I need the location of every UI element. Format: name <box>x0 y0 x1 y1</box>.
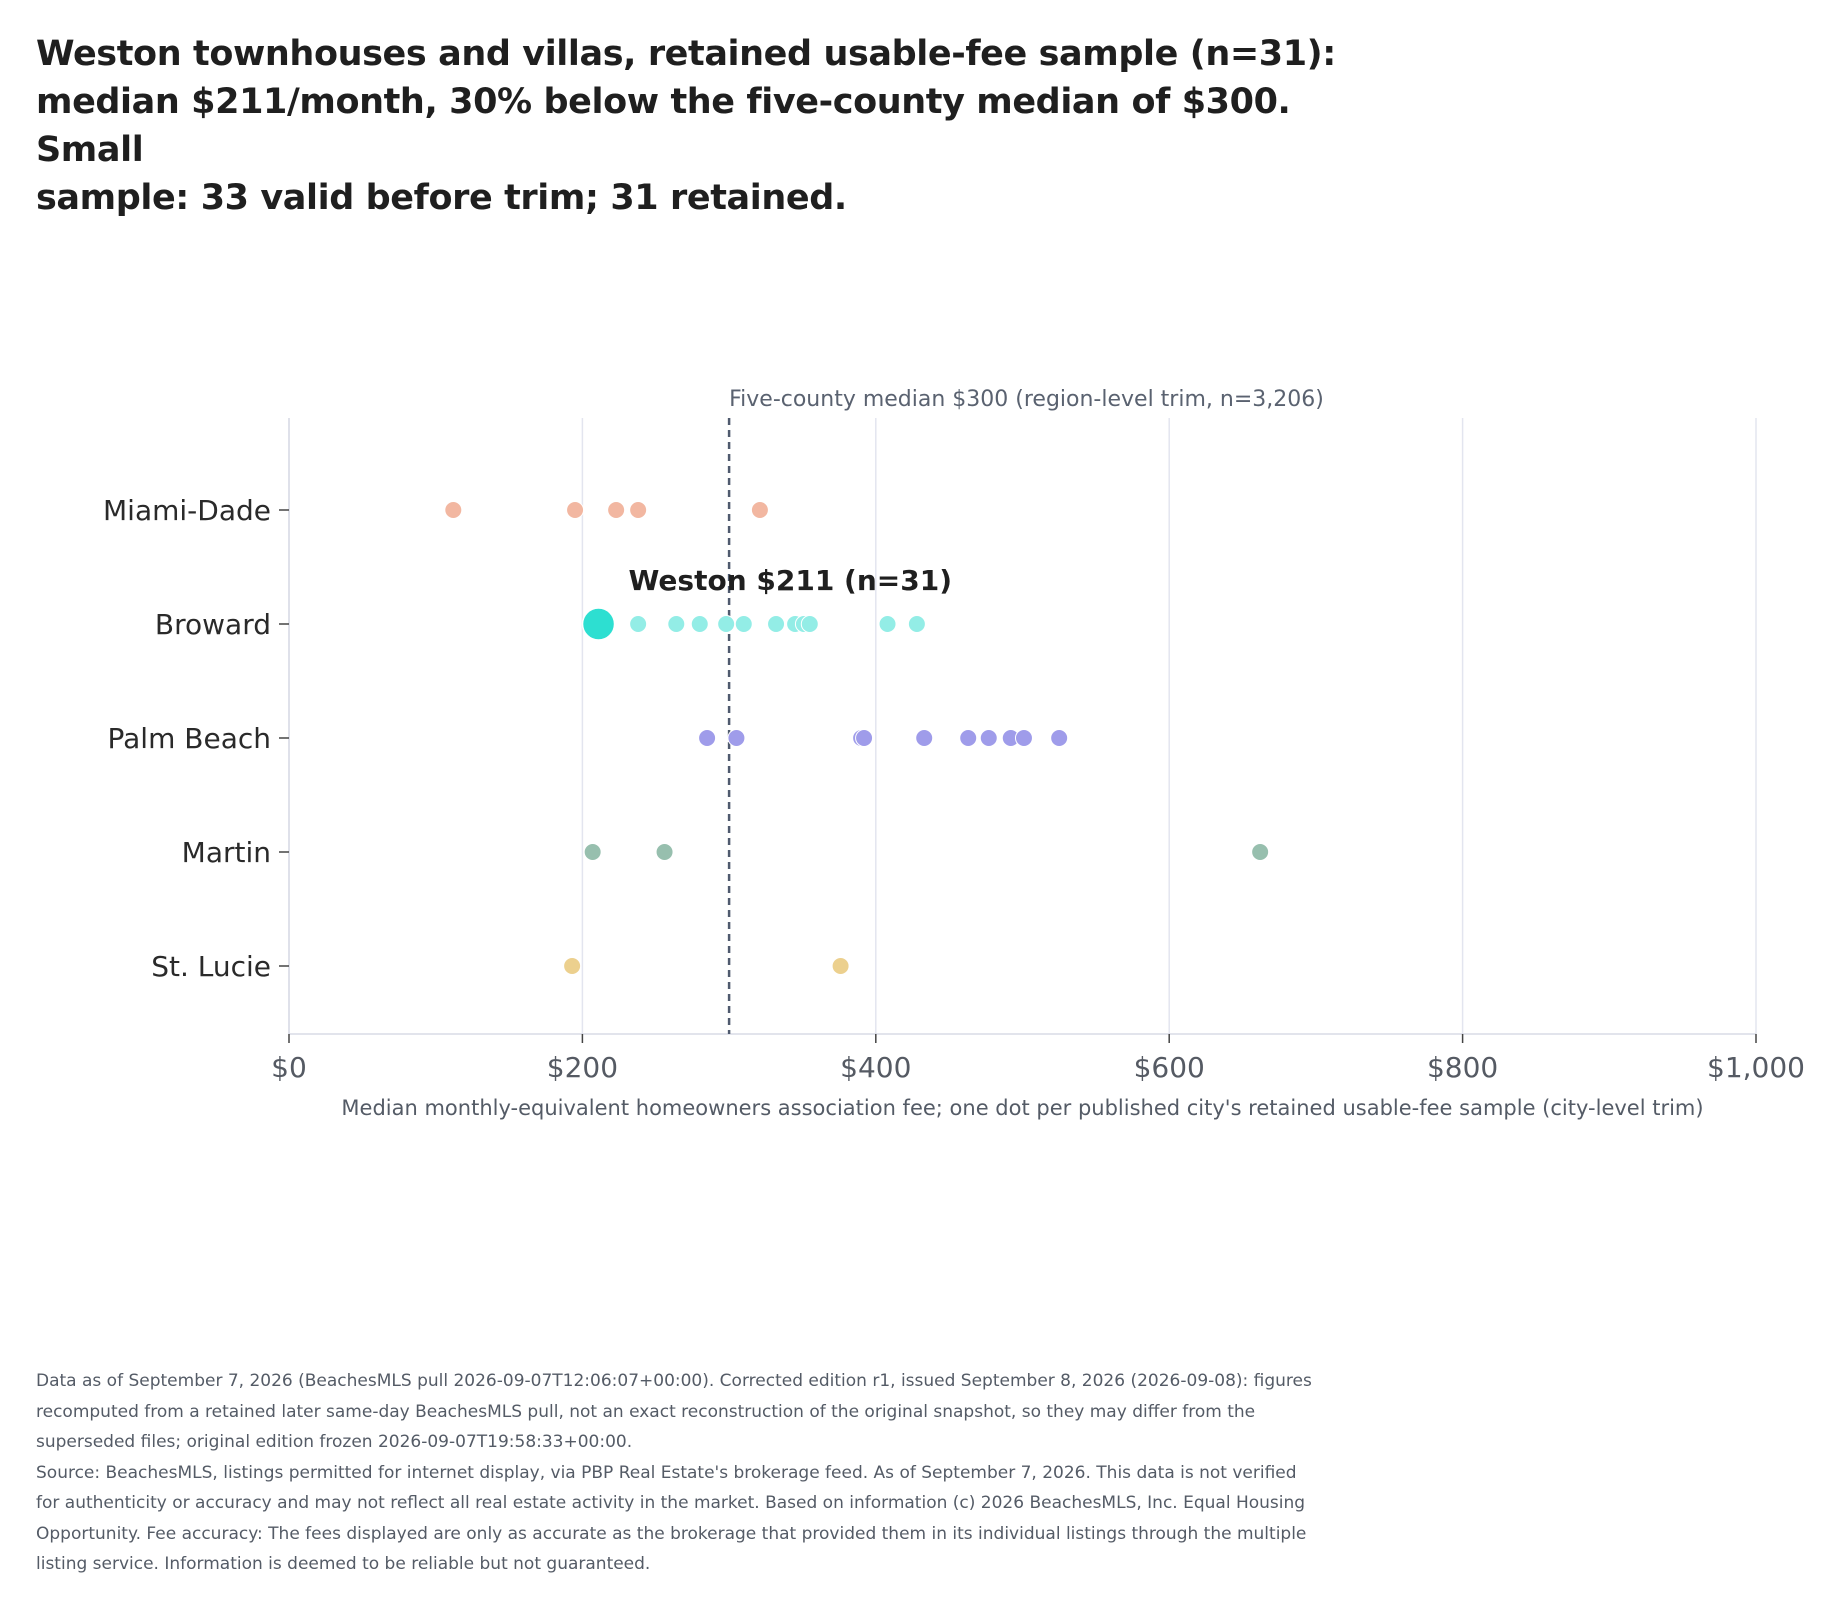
data-point <box>767 615 786 633</box>
title-line: Weston townhouses and villas, retained u… <box>36 34 1336 74</box>
data-point <box>690 615 709 633</box>
data-point <box>607 501 626 519</box>
data-point <box>583 843 602 861</box>
x-tick-label: $800 <box>1427 1051 1498 1084</box>
data-point <box>566 501 585 519</box>
data-point <box>750 501 769 519</box>
data-point <box>878 615 897 633</box>
y-tick-label: Martin <box>182 836 271 869</box>
data-point <box>734 615 753 633</box>
footnote-line: listing service. Information is deemed t… <box>36 1554 651 1574</box>
data-point <box>959 729 978 747</box>
reference-line-label: Five-county median $300 (region-level tr… <box>729 387 1324 412</box>
label-layer: Weston $211 (n=31) <box>629 564 952 597</box>
highlight-label: Weston $211 (n=31) <box>629 564 952 597</box>
x-tick-label: $200 <box>547 1051 618 1084</box>
data-point <box>1251 843 1270 861</box>
data-point <box>907 615 926 633</box>
highlight-point <box>581 607 616 641</box>
x-tick-label: $1,000 <box>1707 1051 1805 1084</box>
x-tick-label: $600 <box>1134 1051 1205 1084</box>
data-point <box>698 729 717 747</box>
grid-layer <box>288 418 1757 1034</box>
source-footnote: Data as of September 7, 2026 (BeachesMLS… <box>36 1366 1376 1580</box>
data-point <box>667 615 686 633</box>
footnote-line: Source: BeachesMLS, listings permitted f… <box>36 1462 1297 1483</box>
footnote-line: Data as of September 7, 2026 (BeachesMLS… <box>36 1371 1312 1391</box>
data-point <box>655 843 674 861</box>
title-line: sample: 33 valid before trim; 31 retaine… <box>36 178 847 218</box>
data-point <box>915 729 934 747</box>
data-point <box>1014 729 1033 747</box>
data-point <box>855 729 874 747</box>
data-point <box>979 729 998 747</box>
y-tick-label: Miami-Dade <box>103 494 271 527</box>
x-tick-label: $400 <box>840 1051 911 1084</box>
data-point <box>629 615 648 633</box>
data-point <box>563 957 582 975</box>
x-axis-label: Median monthly-equivalent homeowners ass… <box>341 1096 1703 1120</box>
title-line: median $211/month, 30% below the five-co… <box>36 82 1291 170</box>
data-point <box>717 615 736 633</box>
chart-title: Weston townhouses and villas, retained u… <box>36 30 1356 222</box>
y-tick-label: Broward <box>155 608 271 641</box>
data-point <box>1050 729 1069 747</box>
data-point <box>444 501 463 519</box>
y-tick-label: St. Lucie <box>151 950 271 983</box>
data-point <box>629 501 648 519</box>
footnote-line: for authenticity or accuracy and may not… <box>36 1493 1306 1513</box>
footnote-line: recomputed from a retained later same-da… <box>36 1401 1256 1422</box>
y-tick-label: Palm Beach <box>108 722 271 755</box>
reference-layer: Five-county median $300 (region-level tr… <box>727 387 1324 1034</box>
footnote-line: superseded files; original edition froze… <box>36 1432 633 1452</box>
dots-layer <box>444 501 1270 975</box>
data-point <box>727 729 746 747</box>
data-point <box>800 615 819 633</box>
footnote-line: Opportunity. Fee accuracy: The fees disp… <box>36 1523 1307 1544</box>
x-tick-label: $0 <box>271 1051 307 1084</box>
data-point <box>831 957 850 975</box>
